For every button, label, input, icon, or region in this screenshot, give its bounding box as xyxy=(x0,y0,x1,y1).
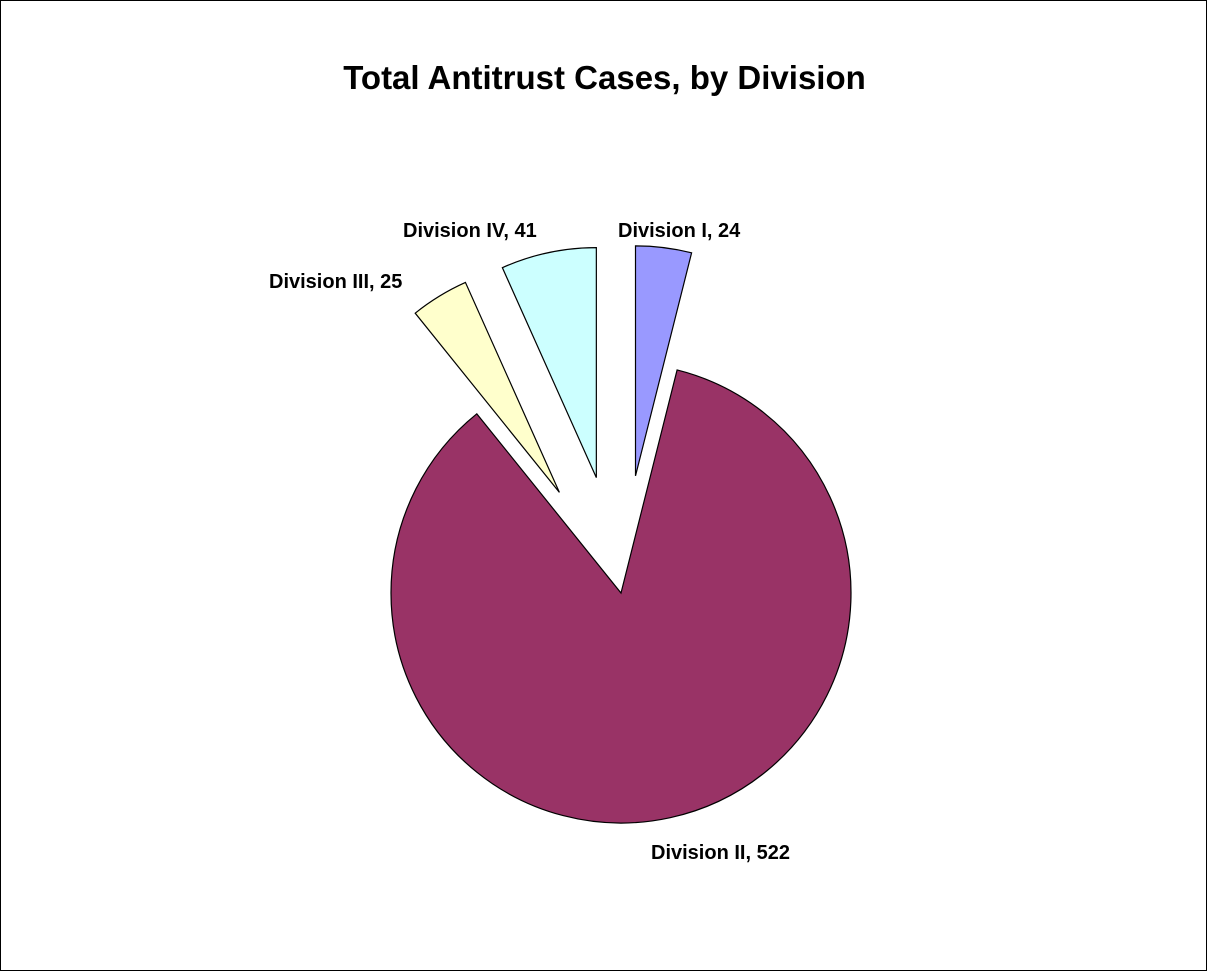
pie-slice-division-iii xyxy=(414,281,560,493)
data-label-division-i: Division I, 24 xyxy=(618,220,741,242)
pie-slice-division-iv xyxy=(501,247,597,478)
pie-slice-division-i xyxy=(634,245,693,477)
chart-title: Total Antitrust Cases, by Division xyxy=(343,59,866,96)
data-label-division-iii: Division III, 25 xyxy=(269,271,402,293)
data-label-division-iv: Division IV, 41 xyxy=(403,220,537,242)
data-label-division-ii: Division II, 522 xyxy=(651,842,790,864)
pie-slice-division-ii xyxy=(390,369,852,824)
